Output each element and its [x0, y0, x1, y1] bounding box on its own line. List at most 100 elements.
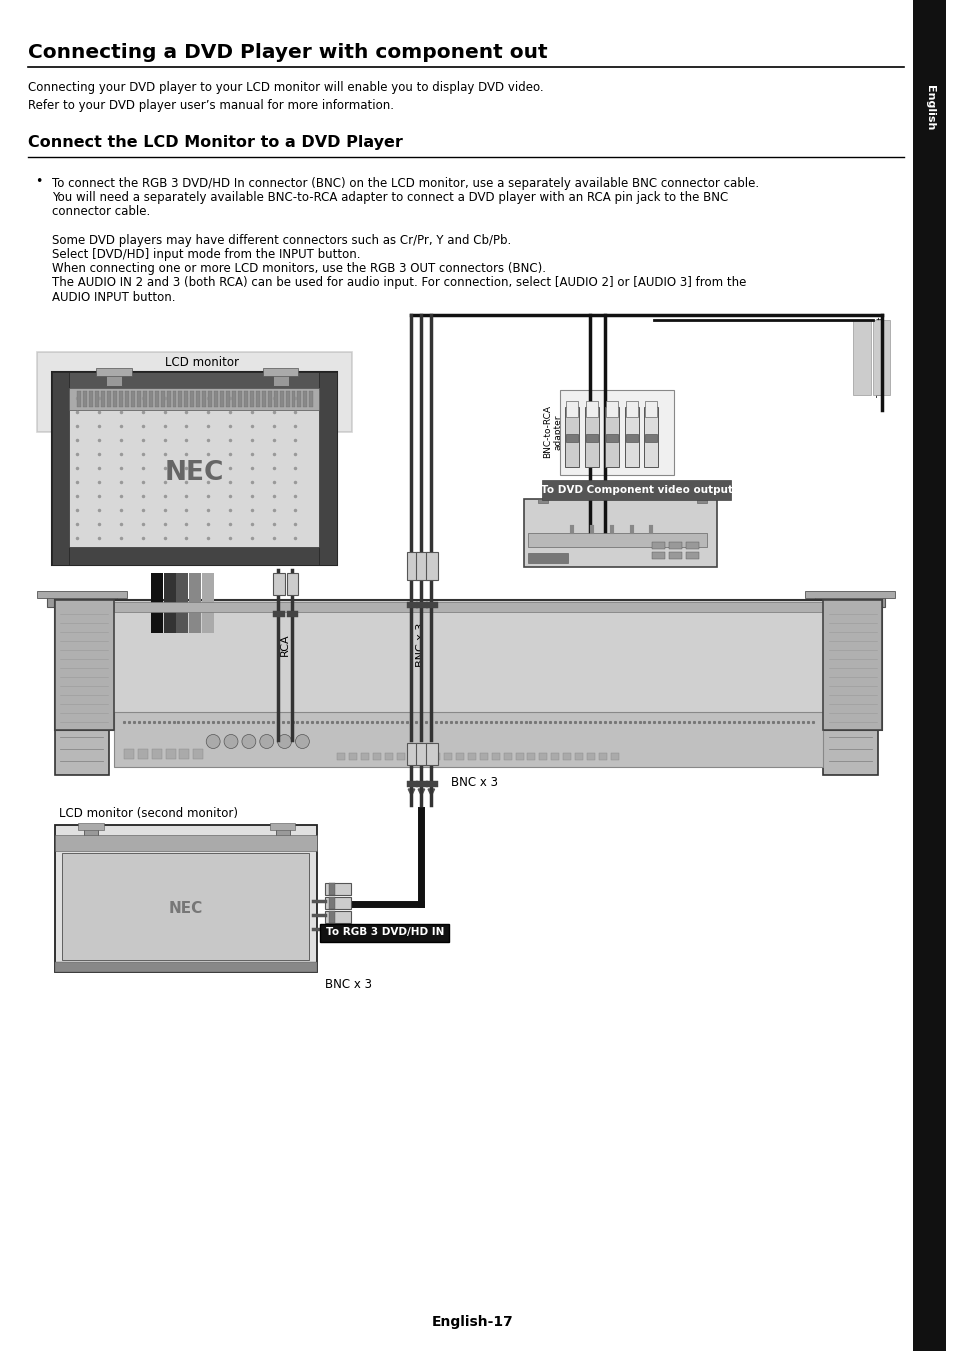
- Bar: [54, 600, 882, 730]
- Text: Refer to your DVD player user’s manual for more information.: Refer to your DVD player user’s manual f…: [28, 99, 394, 112]
- Bar: [384, 753, 393, 761]
- Bar: [645, 434, 657, 442]
- Bar: [167, 390, 171, 407]
- Bar: [336, 753, 345, 761]
- Text: The AUDIO IN 2 and 3 (both RCA) can be used for audio input. For connection, sel: The AUDIO IN 2 and 3 (both RCA) can be u…: [51, 277, 745, 289]
- Bar: [70, 390, 319, 547]
- Text: English: English: [923, 85, 934, 131]
- Bar: [143, 390, 147, 407]
- Text: Some DVD players may have different connectors such as Cr/Pr, Y and Cb/Pb.: Some DVD players may have different conn…: [51, 234, 510, 247]
- Bar: [250, 390, 253, 407]
- Bar: [149, 390, 152, 407]
- Bar: [273, 573, 284, 594]
- Bar: [551, 753, 558, 761]
- Bar: [503, 753, 511, 761]
- Bar: [610, 753, 618, 761]
- Bar: [586, 753, 595, 761]
- Bar: [408, 753, 416, 761]
- Bar: [565, 434, 578, 442]
- Bar: [426, 743, 437, 765]
- Bar: [644, 407, 658, 467]
- Bar: [303, 390, 307, 407]
- Bar: [190, 573, 201, 634]
- Bar: [36, 590, 127, 598]
- Bar: [273, 611, 284, 617]
- Bar: [559, 390, 674, 476]
- Bar: [528, 534, 706, 547]
- Bar: [279, 390, 283, 407]
- Bar: [202, 573, 213, 634]
- Bar: [114, 712, 822, 767]
- Bar: [416, 603, 428, 608]
- Bar: [406, 603, 418, 608]
- Bar: [90, 390, 93, 407]
- Bar: [54, 835, 317, 851]
- Circle shape: [224, 735, 237, 748]
- Bar: [444, 753, 452, 761]
- Bar: [515, 753, 523, 761]
- Bar: [585, 401, 598, 417]
- Bar: [114, 603, 822, 612]
- Bar: [208, 390, 212, 407]
- Text: •: •: [34, 174, 42, 188]
- Text: adapter: adapter: [553, 415, 562, 450]
- Bar: [416, 553, 428, 580]
- Bar: [822, 600, 882, 730]
- Bar: [432, 753, 439, 761]
- Bar: [179, 748, 190, 759]
- Bar: [373, 753, 380, 761]
- Bar: [261, 390, 266, 407]
- Bar: [196, 390, 200, 407]
- Bar: [101, 390, 105, 407]
- Bar: [416, 743, 428, 765]
- Bar: [274, 390, 277, 407]
- Bar: [226, 390, 230, 407]
- Bar: [54, 825, 317, 971]
- Bar: [325, 897, 351, 908]
- Bar: [604, 407, 618, 467]
- Bar: [872, 320, 889, 394]
- Bar: [492, 753, 499, 761]
- Bar: [107, 390, 111, 407]
- Bar: [36, 353, 352, 432]
- Bar: [202, 390, 206, 407]
- Bar: [96, 367, 132, 376]
- Circle shape: [259, 735, 274, 748]
- Bar: [652, 542, 664, 549]
- Text: AUDIO INPUT button.: AUDIO INPUT button.: [51, 290, 175, 304]
- Text: BNC x 3: BNC x 3: [325, 978, 372, 990]
- Text: BNC x 3: BNC x 3: [451, 777, 497, 789]
- Bar: [193, 748, 203, 759]
- Bar: [624, 407, 638, 467]
- Bar: [309, 390, 313, 407]
- Bar: [426, 781, 437, 788]
- Bar: [51, 547, 336, 565]
- Bar: [172, 390, 176, 407]
- Bar: [285, 390, 289, 407]
- Bar: [685, 553, 699, 559]
- Bar: [51, 372, 336, 390]
- Bar: [124, 748, 133, 759]
- Bar: [542, 480, 730, 500]
- Bar: [349, 753, 356, 761]
- Bar: [137, 748, 148, 759]
- Bar: [78, 823, 104, 830]
- Bar: [244, 390, 248, 407]
- Bar: [83, 390, 87, 407]
- Text: RCA: RCA: [279, 634, 290, 657]
- Bar: [669, 542, 681, 549]
- Bar: [625, 401, 637, 417]
- Text: When connecting one or more LCD monitors, use the RGB 3 OUT connectors (BNC).: When connecting one or more LCD monitors…: [51, 262, 545, 276]
- Bar: [178, 390, 182, 407]
- Text: BNC-to-RCA: BNC-to-RCA: [542, 405, 551, 458]
- Text: To DVD Component video output: To DVD Component video output: [540, 485, 732, 494]
- Bar: [286, 573, 298, 594]
- Bar: [84, 828, 98, 840]
- Bar: [270, 823, 295, 830]
- Bar: [286, 611, 298, 617]
- Circle shape: [277, 735, 292, 748]
- Bar: [237, 390, 242, 407]
- Bar: [112, 390, 117, 407]
- Text: To audio left output: To audio left output: [619, 392, 629, 473]
- Bar: [325, 882, 351, 894]
